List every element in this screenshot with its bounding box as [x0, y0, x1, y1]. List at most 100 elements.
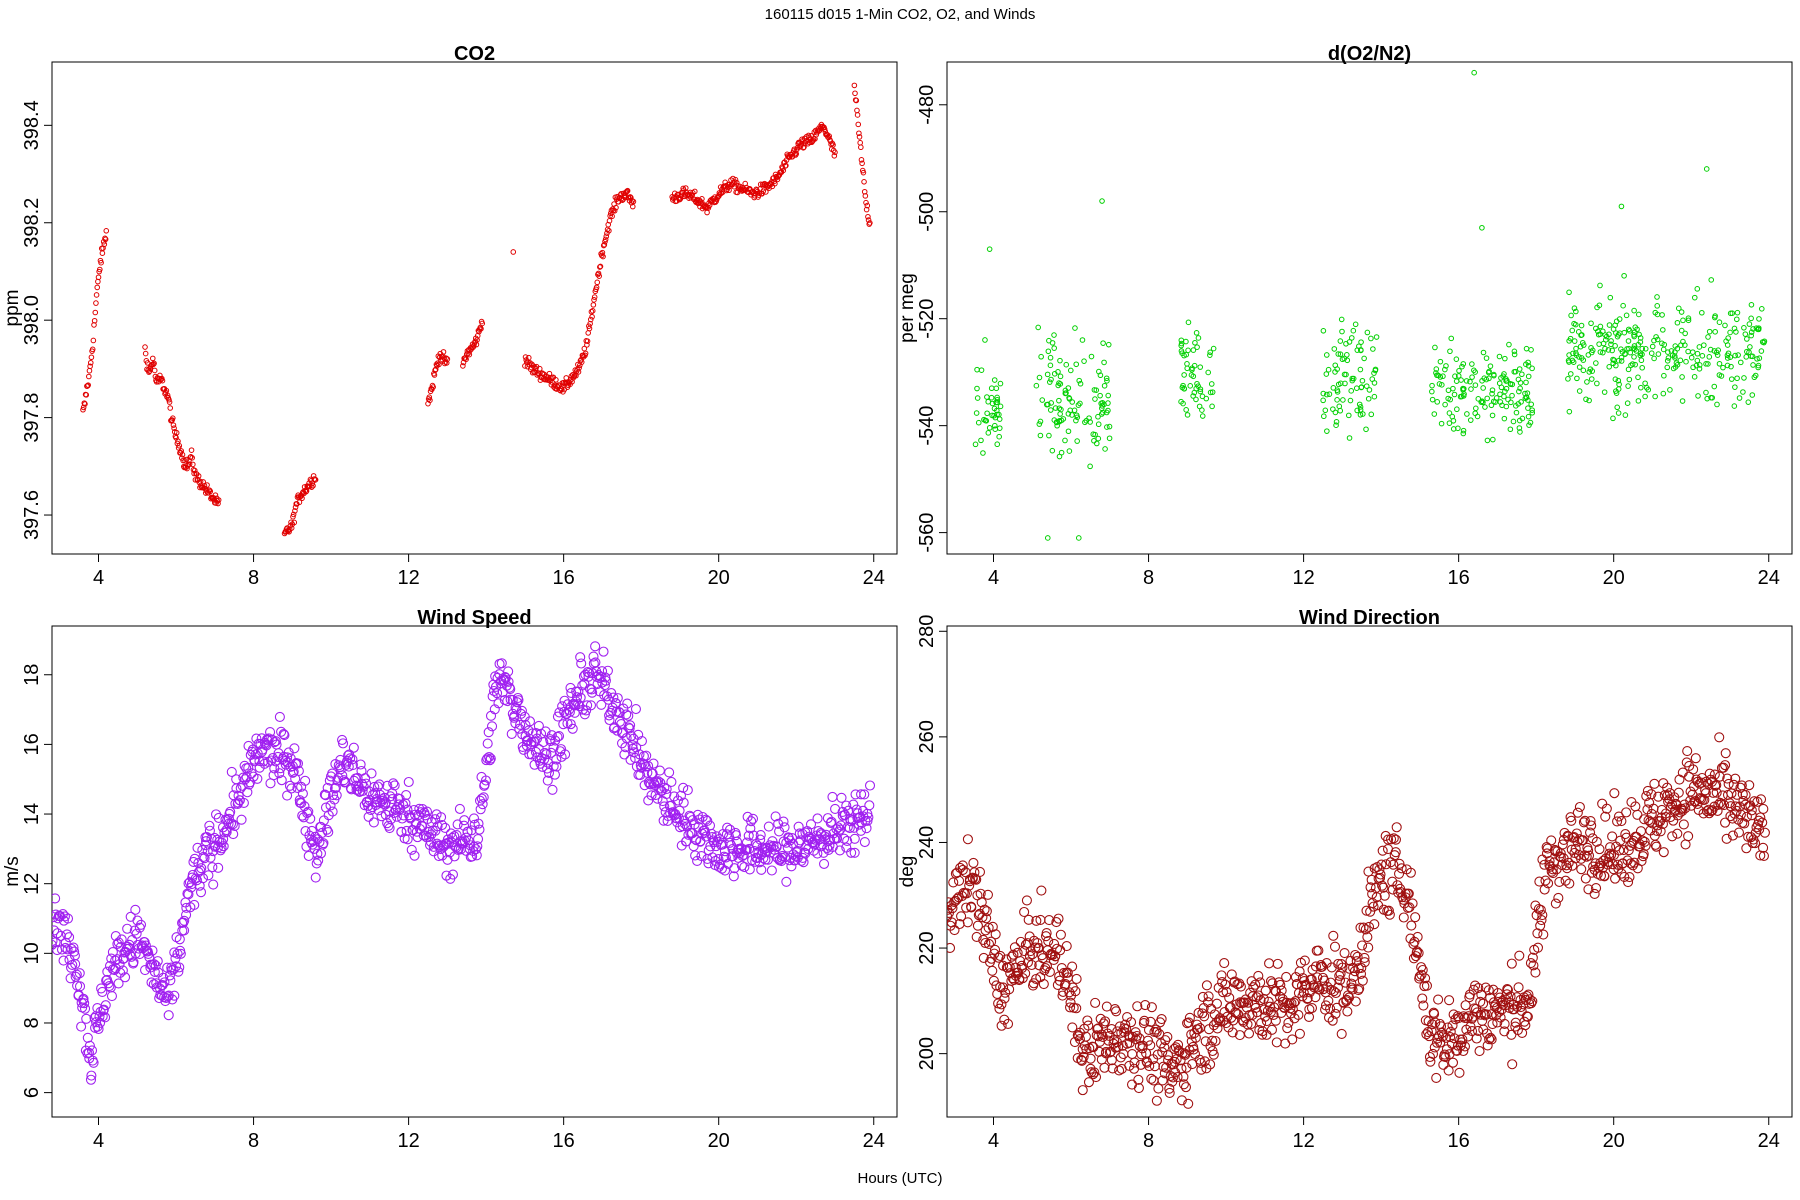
wind-speed-point	[542, 763, 553, 774]
o2-point	[1489, 387, 1496, 393]
wind-direction-point	[1090, 1072, 1102, 1083]
o2-point	[1073, 412, 1080, 419]
wind-speed-point	[625, 720, 636, 731]
wind-speed-point	[278, 729, 289, 740]
wind-direction-point	[1506, 1029, 1517, 1040]
wind-direction-point	[1142, 1035, 1154, 1046]
o2-point	[1711, 348, 1718, 354]
wind-speed-plot-frame	[51, 625, 898, 1118]
o2-point	[1612, 376, 1619, 383]
wind-direction-x-tick-label: 4	[988, 1130, 999, 1152]
wind-direction-point	[1270, 985, 1281, 996]
o2-point	[1632, 324, 1639, 330]
wind-direction-point	[1466, 1013, 1477, 1024]
o2-point	[1460, 361, 1467, 367]
co2-point	[291, 519, 298, 526]
wind-direction-point	[1148, 1075, 1159, 1086]
o2-point	[1345, 412, 1352, 419]
wind-direction-point	[1306, 974, 1317, 985]
o2-point	[1565, 357, 1572, 364]
o2-point	[1101, 359, 1107, 366]
o2-title: d(O2/N2)	[1328, 43, 1411, 65]
wind-direction-point	[1229, 976, 1240, 987]
o2-point	[1705, 361, 1711, 367]
o2-point	[1092, 396, 1098, 402]
wind-direction-point	[1746, 805, 1757, 816]
wind-speed-point	[582, 666, 593, 678]
wind-direction-point	[1362, 931, 1373, 943]
o2-point	[1603, 333, 1610, 340]
o2-point	[1357, 411, 1364, 418]
wind-direction-point	[1559, 827, 1570, 839]
wind-direction-point	[1478, 998, 1489, 1009]
wind-direction-point	[1107, 1063, 1118, 1074]
o2-point	[1484, 395, 1490, 402]
o2-point	[983, 418, 990, 424]
wind-direction-point	[1271, 1037, 1282, 1048]
wind-speed-point	[347, 759, 358, 771]
o2-point	[1446, 420, 1453, 426]
wind-direction-point	[1306, 1002, 1318, 1014]
o2-point	[1368, 411, 1375, 418]
wind-direction-point	[1181, 1062, 1192, 1073]
wind-speed-point	[312, 848, 323, 859]
wind-speed-point	[374, 779, 385, 790]
o2-point	[1632, 361, 1639, 368]
o2-point	[1600, 349, 1606, 356]
o2-point	[1489, 412, 1496, 419]
o2-point	[1720, 364, 1726, 371]
o2-point	[1574, 375, 1580, 382]
o2-point	[1443, 363, 1449, 369]
wind-speed-point	[86, 1045, 98, 1056]
wind-direction-point	[1019, 906, 1030, 918]
wind-speed-y-tick-label: 16	[21, 733, 43, 755]
wind-direction-point	[1530, 967, 1541, 978]
wind-direction-point	[1132, 1001, 1143, 1012]
o2-point	[1093, 387, 1100, 393]
o2-point	[1576, 388, 1583, 394]
co2-point	[288, 525, 295, 531]
wind-direction-point	[1159, 1068, 1170, 1079]
wind-speed-point	[628, 747, 640, 758]
wind-direction-point	[1109, 1003, 1121, 1015]
o2-point	[1056, 405, 1063, 412]
wind-speed-point	[409, 850, 420, 861]
wind-speed-point	[191, 875, 202, 886]
wind-direction-point	[1730, 801, 1741, 812]
wind-speed-point	[849, 833, 860, 844]
wind-speed-point	[833, 826, 844, 837]
wind-speed-point	[621, 733, 632, 744]
wind-direction-point	[1651, 825, 1663, 836]
o2-point	[1106, 435, 1113, 442]
wind-speed-point	[178, 917, 189, 928]
o2-point	[1335, 351, 1342, 357]
wind-direction-point	[1667, 799, 1678, 810]
wind-direction-point	[1754, 824, 1765, 835]
co2-point	[606, 227, 612, 234]
wind-direction-point	[1235, 997, 1246, 1008]
wind-direction-point	[1758, 850, 1769, 861]
wind-speed-point	[739, 862, 750, 873]
o2-point	[1105, 392, 1111, 399]
wind-speed-point	[744, 864, 755, 875]
o2-point	[1651, 355, 1657, 362]
wind-direction-point	[976, 897, 987, 908]
co2-point	[427, 397, 433, 404]
o2-point	[1636, 331, 1642, 338]
co2-point	[478, 325, 484, 332]
wind-direction-point	[1180, 1082, 1192, 1093]
wind-direction-point	[1481, 1009, 1492, 1020]
co2-point	[463, 356, 469, 363]
co2-point	[212, 492, 219, 498]
o2-point	[1075, 535, 1082, 541]
o2-point	[1660, 327, 1666, 333]
o2-point	[1486, 375, 1492, 382]
wind-direction-point	[1730, 773, 1741, 784]
wind-direction-point	[1276, 985, 1287, 996]
wind-direction-point	[1649, 778, 1660, 789]
wind-speed-point	[270, 736, 281, 747]
wind-direction-point	[1038, 978, 1049, 990]
o2-point	[994, 441, 1001, 448]
wind-speed-point	[482, 753, 493, 764]
wind-speed-point	[859, 789, 870, 800]
